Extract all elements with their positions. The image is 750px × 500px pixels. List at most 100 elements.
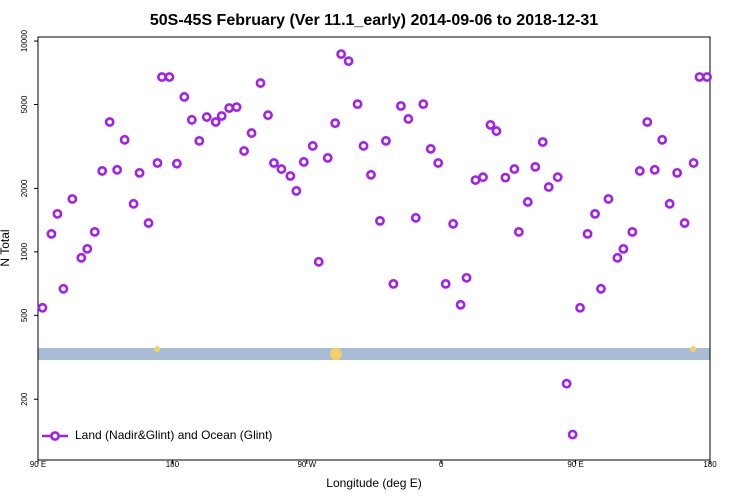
point [157,72,167,82]
point [37,302,48,313]
point [618,243,629,254]
legend-marker [50,431,60,441]
point [634,166,645,176]
y-tick-label: 2000 [20,179,29,197]
point [186,114,197,125]
x-tick-label: 90 E [30,460,46,469]
point [537,137,548,147]
y-tick-label: 10000 [20,29,29,52]
point [358,141,369,151]
point [612,252,623,263]
point [194,135,205,146]
y-tick-label: 500 [20,308,29,322]
point [403,114,414,124]
point [509,164,520,174]
point [388,278,399,289]
point [255,78,266,88]
point [143,218,154,228]
y-axis-label: N Total [0,229,12,266]
point [201,112,212,122]
point [263,110,273,121]
point [448,218,459,229]
point [239,146,249,156]
x-tick-label: 90 E [567,460,583,469]
x-tick-label: 180 [703,460,717,469]
point [433,158,444,168]
x-axis-label: Longitude (deg E) [326,476,421,490]
point [276,164,287,174]
point [375,215,385,226]
point [76,252,87,263]
point [543,182,554,192]
point [171,158,182,169]
point [567,429,578,440]
point [307,141,318,151]
point [366,169,376,180]
point [352,99,363,110]
point [179,92,190,102]
y-tick-label: 200 [20,392,29,406]
point [513,226,524,237]
point [128,198,139,209]
point [246,128,257,138]
plot-frame [37,36,711,461]
point [58,283,69,294]
point [410,212,421,223]
y-tick-label: 5000 [20,95,29,113]
point [152,158,163,168]
point [657,134,668,145]
point [330,118,341,129]
chart-title: 50S-45S February (Ver 11.1_early) 2014-0… [150,12,598,29]
point [119,134,130,145]
point [231,102,242,112]
point [395,101,406,111]
point [702,72,712,82]
x-tick-label: 90 W [297,460,316,469]
point [82,243,93,254]
point [291,186,302,196]
point [575,302,585,313]
point [603,194,614,204]
point [694,72,705,82]
point [418,99,429,110]
point [596,283,606,294]
point [688,158,699,168]
y-tick-label: 1000 [20,242,29,260]
point [582,228,593,239]
point [210,117,221,127]
x-tick-label: 0 [439,460,444,469]
point [561,378,572,389]
point [104,117,115,127]
point [672,167,683,178]
point [224,103,235,113]
point [134,167,145,178]
point [97,166,108,176]
point [470,175,481,185]
point [381,135,391,146]
point [285,171,296,181]
spot [690,346,696,352]
point [664,198,675,209]
legend-label: Land (Nadir&Glint) and Ocean (Glint) [75,428,272,442]
point [522,197,533,207]
point [313,256,324,267]
point [590,208,600,219]
spot [154,346,160,352]
point [425,143,436,154]
point [679,218,690,228]
point [343,56,354,67]
point [485,120,496,130]
point [89,226,100,237]
point [461,272,472,283]
point [552,172,563,183]
point [216,111,227,121]
point [322,153,333,163]
point [52,208,63,219]
band [38,348,710,360]
point [67,194,78,204]
point [336,49,347,59]
point [649,164,660,175]
point [164,72,175,82]
spot [330,348,342,360]
